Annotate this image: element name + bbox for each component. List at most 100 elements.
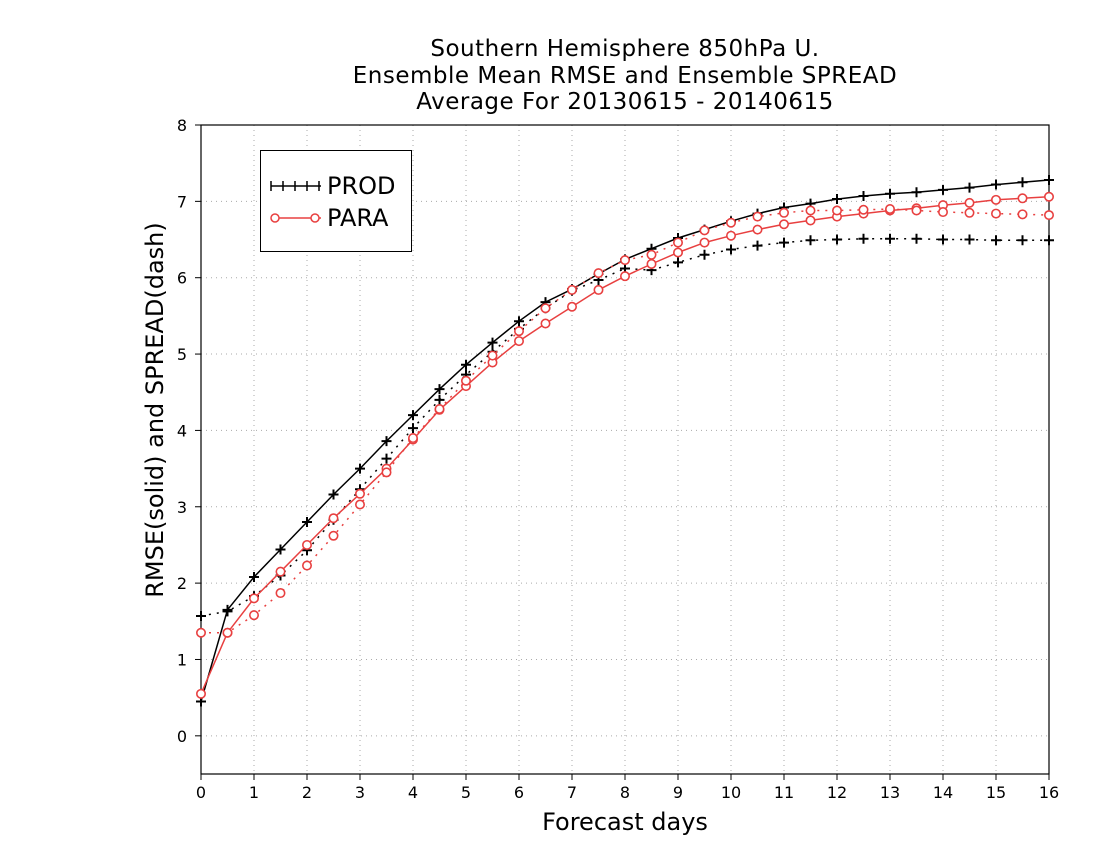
x-tick-label: 4 [408,783,418,802]
data-point-prod-solid [487,337,498,348]
data-point-para-dash [672,237,683,248]
data-point-para-dash [699,225,710,236]
data-point-prod-solid [275,544,286,555]
data-point-prod-solid [885,188,895,199]
data-point-prod-dash [832,234,842,245]
data-point-para-solid [301,539,312,550]
data-point-prod-dash [726,244,736,255]
y-tick-label: 4 [177,421,187,440]
data-point-para-dash [513,326,524,337]
x-tick-label: 16 [1039,783,1059,802]
data-point-para-solid [699,237,710,248]
data-point-prod-dash [938,234,948,245]
data-point-para-dash [196,627,207,638]
data-point-para-solid [593,284,604,295]
data-point-para-solid [964,197,975,208]
legend: PROD PARA [260,150,412,252]
data-point-prod-dash [805,235,816,246]
data-point-para-dash [301,560,312,571]
legend-label-prod: PROD [327,172,396,200]
data-point-para-dash [566,284,577,295]
data-point-para-dash [222,627,233,638]
data-point-prod-dash [381,453,392,464]
data-point-para-solid [196,688,207,699]
y-tick-label: 5 [177,345,187,364]
data-point-para-solid [566,301,577,312]
data-point-para-dash [407,433,418,444]
data-point-prod-dash [1017,235,1028,246]
x-tick-label: 7 [567,783,577,802]
data-point-para-dash [911,205,922,216]
data-point-prod-solid [249,572,259,583]
data-point-prod-dash [991,235,1001,246]
data-point-para-solid [752,224,763,235]
x-tick-label: 1 [249,783,259,802]
y-tick-label: 2 [177,574,187,593]
data-point-prod-dash [964,234,975,245]
data-point-para-solid [275,566,286,577]
y-tick-label: 7 [177,192,187,211]
data-point-para-dash [434,404,445,415]
data-point-prod-dash [699,249,710,260]
data-point-prod-solid [1044,174,1054,185]
x-tick-label: 14 [933,783,953,802]
legend-item-prod: PROD [261,171,411,201]
x-tick-label: 13 [880,783,900,802]
data-point-prod-solid [381,436,392,447]
x-tick-label: 15 [986,783,1006,802]
x-axis-title: Forecast days [542,808,708,836]
data-point-prod-solid [858,191,869,202]
x-tick-label: 10 [721,783,741,802]
data-point-prod-dash [408,423,418,434]
data-point-para-solid [619,271,630,282]
data-point-prod-solid [938,184,948,195]
data-point-prod-solid [1017,177,1028,188]
data-point-prod-solid [832,194,842,205]
data-point-para-solid [805,215,816,226]
data-point-para-dash [540,303,551,314]
data-point-para-solid [328,513,339,524]
chart-title-line-2: Ensemble Mean RMSE and Ensemble SPREAD [352,63,898,89]
data-point-para-dash [778,207,789,218]
data-point-prod-dash [673,257,683,268]
chart-title-line-3: Average For 20130615 - 20140615 [416,89,834,115]
data-point-para-dash [1017,209,1028,220]
data-point-prod-dash [911,233,922,244]
y-axis-title: RMSE(solid) and SPREAD(dash) [141,222,169,598]
data-point-prod-solid [302,517,312,528]
data-point-para-dash [328,530,339,541]
data-point-para-dash [858,204,869,215]
data-point-para-dash [593,268,604,279]
data-point-prod-dash [196,610,206,621]
x-tick-label: 6 [514,783,524,802]
data-point-para-solid [990,194,1001,205]
data-point-prod-dash [779,237,789,248]
data-point-prod-solid [964,182,975,193]
data-point-para-solid [778,219,789,230]
data-point-para-solid [513,336,524,347]
y-tick-label: 8 [177,116,187,135]
data-point-prod-solid [328,489,339,500]
data-point-prod-solid [408,410,418,421]
data-point-para-solid [725,230,736,241]
data-point-para-solid [249,593,260,604]
x-tick-label: 8 [620,783,630,802]
legend-item-para: PARA [261,203,411,233]
data-point-prod-solid [911,187,922,198]
data-point-para-dash [805,205,816,216]
data-point-para-dash [831,205,842,216]
data-point-para-solid [1044,191,1055,202]
data-point-para-solid [540,318,551,329]
data-point-prod-solid [434,384,445,395]
data-point-prod-solid [991,179,1001,190]
x-tick-label: 9 [673,783,683,802]
data-point-para-solid [1017,193,1028,204]
y-tick-label: 1 [177,650,187,669]
data-point-para-dash [381,467,392,478]
x-tick-label: 3 [355,783,365,802]
data-point-prod-solid [461,359,471,370]
data-point-para-solid [646,258,657,269]
data-point-para-dash [884,203,895,214]
y-tick-label: 0 [177,727,187,746]
